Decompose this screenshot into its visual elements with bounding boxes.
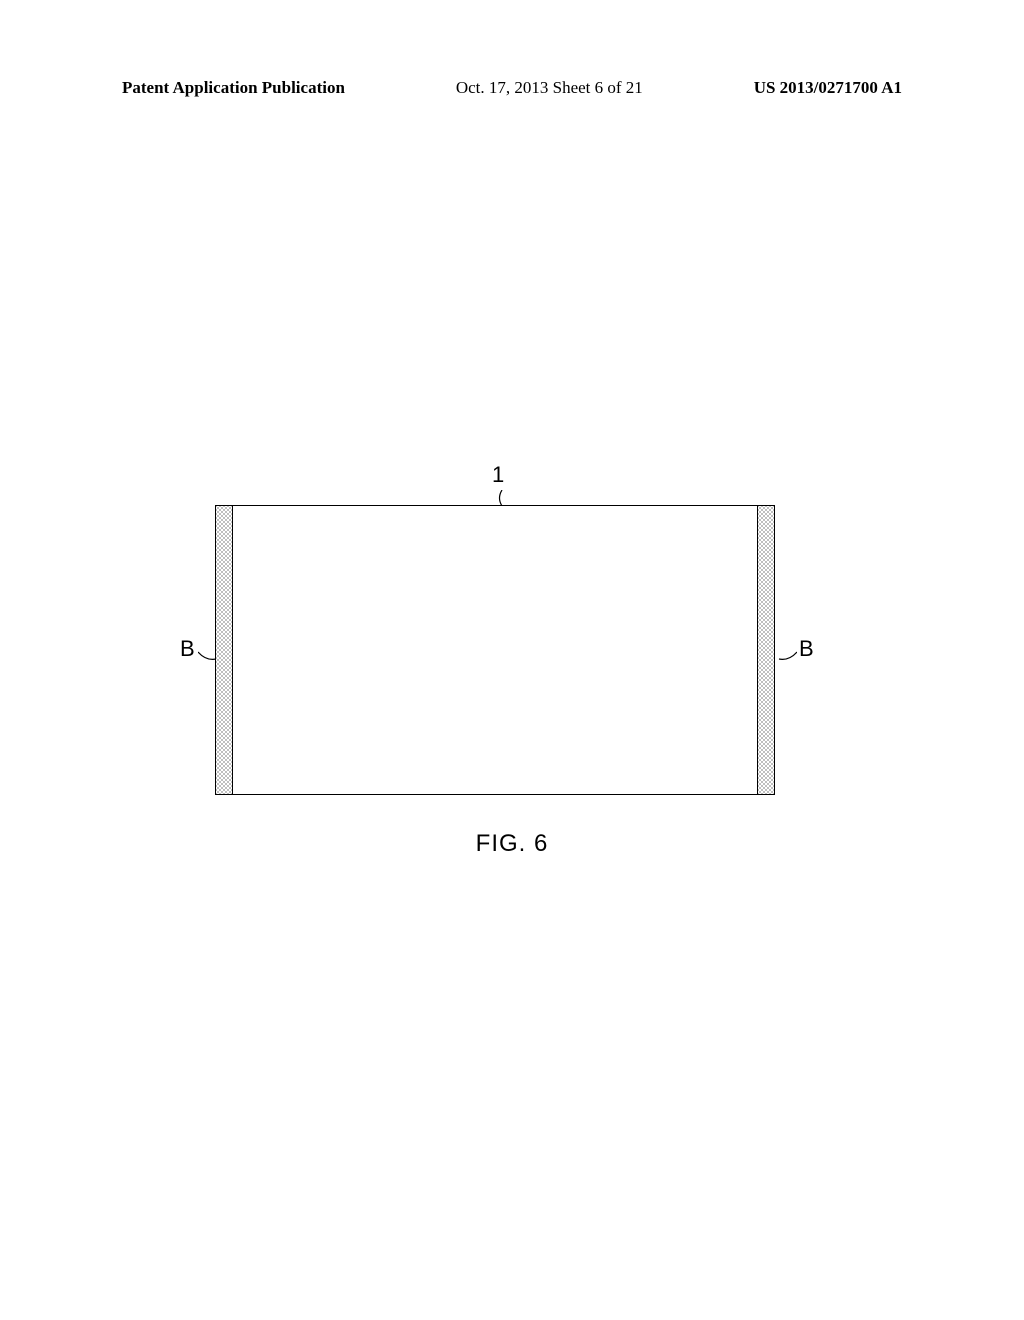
header-publication-type: Patent Application Publication	[122, 78, 345, 98]
label-b-right: B	[799, 636, 814, 662]
figure-6-diagram	[215, 505, 775, 795]
page-header: Patent Application Publication Oct. 17, …	[0, 78, 1024, 98]
figure-shaded-region-left	[215, 505, 233, 795]
figure-shaded-region-right	[757, 505, 775, 795]
header-date-sheet: Oct. 17, 2013 Sheet 6 of 21	[456, 78, 643, 98]
leader-line-b-right	[777, 650, 797, 669]
reference-numeral-1: 1	[492, 462, 504, 488]
header-publication-number: US 2013/0271700 A1	[754, 78, 902, 98]
label-b-left: B	[180, 636, 195, 662]
figure-main-rectangle	[215, 505, 775, 795]
figure-caption: FIG. 6	[0, 830, 1024, 858]
